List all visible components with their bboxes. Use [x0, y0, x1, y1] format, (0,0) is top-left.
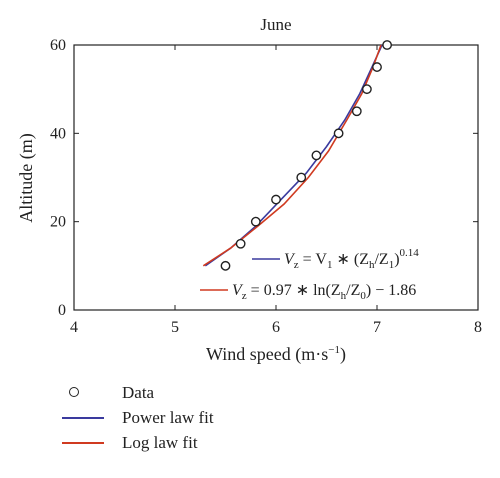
- legend-data-label: Data: [122, 382, 155, 402]
- power-law-equation-text: Vz = V1 ∗ (Zh/Z1)0.14: [284, 247, 419, 271]
- legend-log-law-swatch: [62, 433, 114, 453]
- chart-title: June: [260, 15, 291, 34]
- data-point-0: [220, 260, 231, 271]
- data-point-7: [351, 106, 362, 117]
- series-line-power-law-fit: [204, 44, 383, 267]
- x-tick-label-3: 7: [373, 319, 381, 336]
- legend-log-law-label: Log law fit: [122, 432, 198, 452]
- data-point-2: [250, 216, 261, 227]
- series-layer: [202, 40, 392, 271]
- data-point-6: [333, 128, 344, 139]
- legend-data-marker-icon: [69, 386, 79, 397]
- power-law-equation: Vz = V1 ∗ (Zh/Z1)0.14: [252, 247, 419, 271]
- legend-power-law-line-icon: [62, 416, 104, 419]
- log-law-equation-text: Vz = 0.97 ∗ ln(Zh/Z0) − 1.86: [232, 282, 416, 302]
- x-tick-label-0: 4: [70, 319, 78, 336]
- legend-power-law-label: Power law fit: [122, 407, 214, 427]
- data-point-9: [372, 62, 382, 72]
- y-tick-label-1: 20: [50, 214, 66, 231]
- legend-power-law-swatch: [62, 408, 114, 428]
- y-tick-label-2: 40: [50, 125, 66, 142]
- axis-ticks: 4 5 6 7 8 0 20 40 60: [50, 37, 482, 336]
- y-tick-label-3: 60: [50, 37, 66, 54]
- x-tick-label-4: 8: [474, 319, 482, 336]
- legend: Data Power law fit Log law fit: [62, 380, 214, 455]
- x-axis-title-main: Wind speed (m·s: [206, 344, 328, 365]
- data-point-5: [311, 150, 322, 161]
- legend-data-swatch: [62, 383, 114, 403]
- data-point-1: [235, 238, 246, 249]
- x-axis-title: Wind speed (m·s−1): [206, 344, 346, 365]
- x-tick-label-1: 5: [171, 319, 179, 336]
- data-point-4: [296, 172, 307, 183]
- y-axis-title: Altitude (m): [16, 133, 37, 222]
- x-tick-label-2: 6: [272, 319, 280, 336]
- legend-item-power-law: Power law fit: [62, 405, 214, 430]
- legend-log-law-line-icon: [62, 441, 104, 444]
- plot-area-border: [73, 44, 479, 311]
- log-law-equation: Vz = 0.97 ∗ ln(Zh/Z0) − 1.86: [200, 282, 416, 302]
- data-point-8: [361, 84, 372, 95]
- plot-frame: [73, 44, 479, 311]
- data-point-10: [382, 40, 392, 50]
- y-tick-label-0: 0: [58, 302, 66, 319]
- data-point-3: [271, 194, 281, 205]
- series-line-log-law-fit: [202, 44, 382, 267]
- legend-item-log-law: Log law fit: [62, 430, 214, 455]
- x-axis-title-sup: −1: [328, 344, 340, 356]
- x-axis-title-end: ): [340, 344, 346, 365]
- legend-item-data: Data: [62, 380, 214, 405]
